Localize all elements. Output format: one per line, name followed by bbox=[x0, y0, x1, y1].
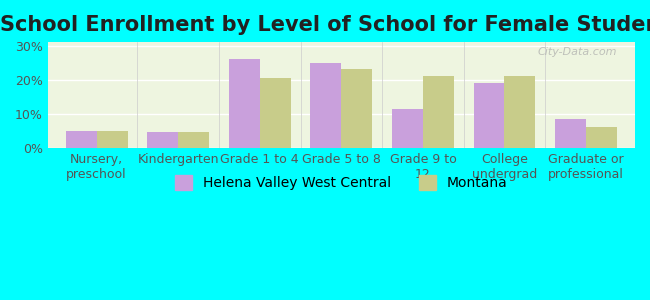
Bar bbox=[341, 69, 372, 148]
Bar bbox=[260, 78, 291, 148]
Title: School Enrollment by Level of School for Female Students: School Enrollment by Level of School for… bbox=[0, 15, 650, 35]
Legend: Helena Valley West Central, Montana: Helena Valley West Central, Montana bbox=[170, 170, 513, 196]
Text: City-Data.com: City-Data.com bbox=[538, 47, 617, 57]
Bar bbox=[229, 59, 260, 148]
Bar bbox=[66, 131, 97, 148]
Bar bbox=[392, 109, 423, 148]
Bar bbox=[473, 83, 504, 148]
Bar bbox=[586, 128, 617, 148]
Bar bbox=[178, 133, 209, 148]
Bar bbox=[504, 76, 536, 148]
Bar bbox=[310, 63, 341, 148]
Bar bbox=[97, 131, 127, 148]
Bar bbox=[555, 119, 586, 148]
Bar bbox=[423, 76, 454, 148]
Bar bbox=[148, 133, 178, 148]
